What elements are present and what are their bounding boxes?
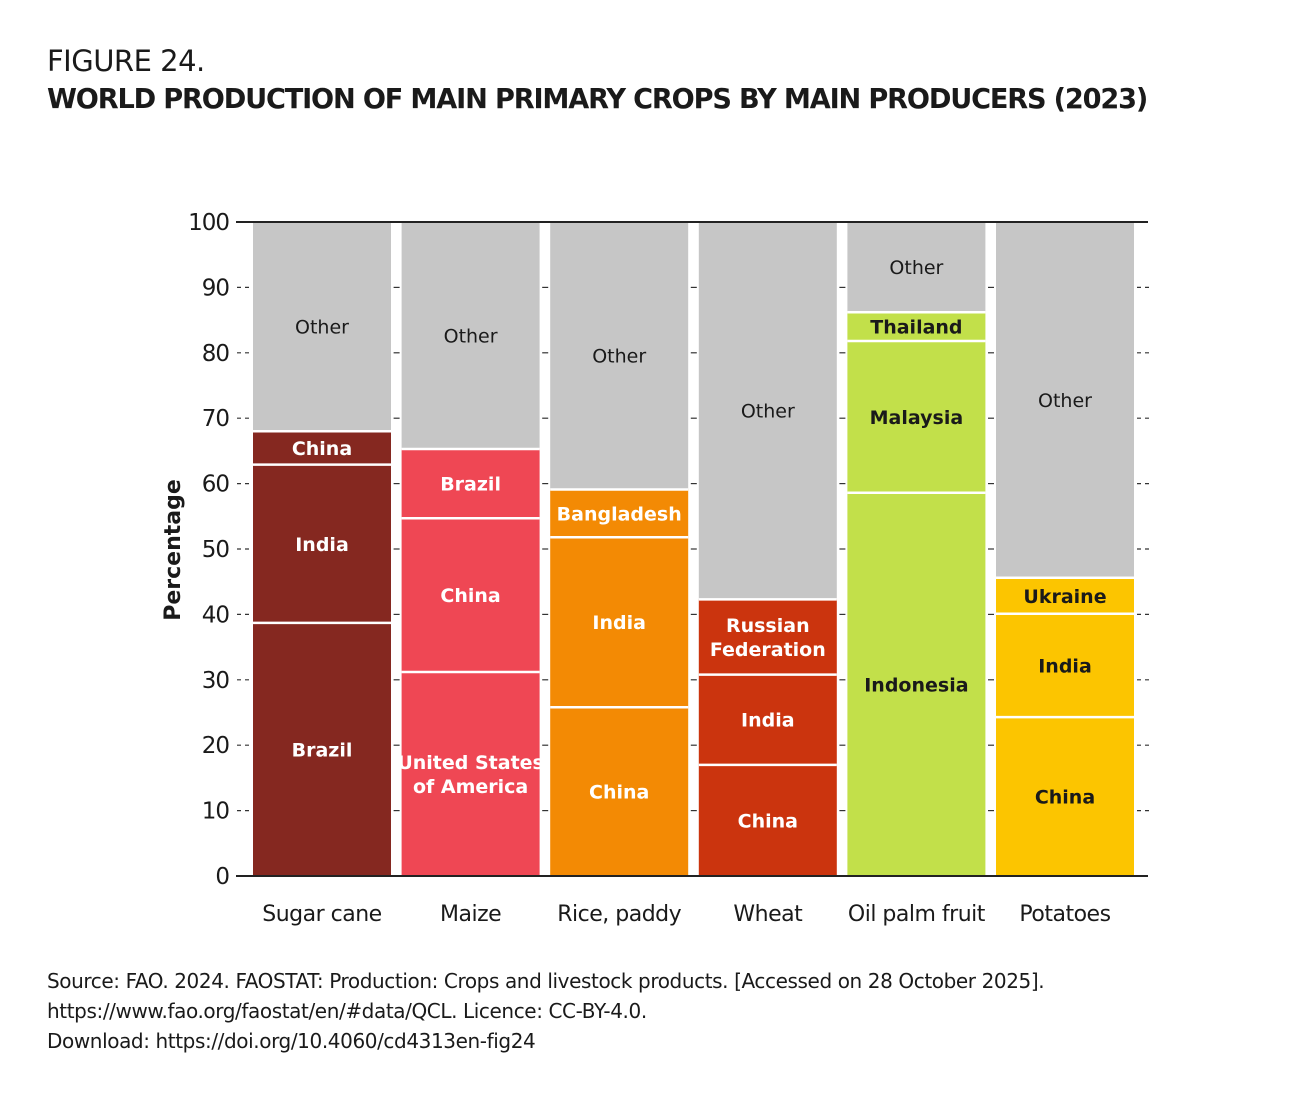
- segment-label: Brazil: [440, 474, 501, 496]
- y-tick-label: 100: [188, 210, 229, 236]
- segment-label: Malaysia: [870, 407, 964, 429]
- bar-segment: [401, 518, 540, 672]
- y-tick-label: 90: [202, 275, 230, 301]
- bar-segment: [698, 674, 837, 765]
- segment-label: Thailand: [870, 317, 962, 339]
- segment-label: Other: [889, 257, 943, 279]
- x-tick-label: Maize: [440, 902, 501, 927]
- segment-label: Other: [741, 401, 795, 423]
- y-tick-label: 60: [202, 472, 230, 498]
- bar-segment: [847, 312, 986, 342]
- bar-segment: [698, 599, 837, 675]
- y-tick-label: 50: [202, 537, 230, 563]
- x-tick-label: Sugar cane: [262, 902, 381, 927]
- bar-segment: [253, 622, 391, 876]
- bar-segment: [550, 489, 689, 538]
- y-tick-label: 80: [202, 341, 230, 367]
- segment-label: India: [741, 710, 795, 732]
- segment-label: China: [738, 810, 798, 832]
- segment-label: Other: [592, 346, 646, 368]
- segment-label: China: [1035, 787, 1095, 809]
- bar-segment: [996, 613, 1134, 718]
- segment-label: Indonesia: [864, 674, 968, 696]
- x-tick-label: Wheat: [733, 902, 803, 927]
- stacked-bar-chart: 0 10 20 30 40 50 60 70 80 90 100 Percentage Brazil In…: [161, 210, 1149, 927]
- segment-label: Federation: [710, 639, 826, 661]
- segment-label: Russian: [726, 615, 810, 637]
- bar-segment: [847, 222, 986, 313]
- x-tick-label: Oil palm fruit: [848, 902, 986, 927]
- bar-segment: [401, 671, 540, 876]
- bar-segment: [550, 537, 689, 708]
- bar-segment: [996, 717, 1134, 876]
- segment-label: Other: [1038, 390, 1092, 412]
- source-line-3[interactable]: Download: https://doi.org/10.4060/cd4313…: [47, 1029, 536, 1053]
- source-line-1: Source: FAO. 2024. FAOSTAT: Production: …: [47, 969, 1045, 993]
- segment-label: India: [295, 534, 349, 556]
- bar-segment: [401, 448, 540, 519]
- segment-label: United States: [397, 752, 544, 774]
- y-tick-label: 20: [202, 733, 230, 759]
- segment-label: China: [440, 585, 500, 607]
- bar-segment: [847, 341, 986, 493]
- segment-label: India: [592, 612, 646, 634]
- y-tick-label: 40: [202, 602, 230, 628]
- segment-label: Ukraine: [1023, 586, 1106, 608]
- source-line-2[interactable]: https://www.fao.org/faostat/en/#data/QCL…: [47, 999, 647, 1023]
- bar-segment: [996, 577, 1134, 614]
- figure-title: WORLD PRODUCTION OF MAIN PRIMARY CROPS B…: [47, 82, 1148, 115]
- segment-label: Other: [444, 325, 498, 347]
- x-tick-label: Potatoes: [1019, 902, 1110, 927]
- figure-label: FIGURE 24.: [47, 44, 205, 78]
- y-tick-label: 0: [215, 864, 229, 890]
- y-tick-label: 30: [202, 668, 230, 694]
- y-tick-label: 10: [202, 799, 230, 825]
- y-axis-label: Percentage: [161, 479, 186, 621]
- segment-label: of America: [413, 776, 528, 798]
- bar-segment: [253, 222, 391, 432]
- bar-segment: [253, 464, 391, 623]
- segment-label: Brazil: [292, 739, 353, 761]
- segment-label: China: [292, 438, 352, 460]
- segment-label: Bangladesh: [557, 503, 682, 525]
- segment-label: China: [589, 782, 649, 804]
- source-note: Source: FAO. 2024. FAOSTAT: Production: …: [47, 966, 1045, 1056]
- bar-segment: [550, 222, 689, 490]
- bar-segment: [996, 222, 1134, 578]
- y-tick-label: 70: [202, 406, 230, 432]
- bar-segment: [698, 222, 837, 600]
- bar-segment: [401, 222, 540, 449]
- bar-segment: [698, 764, 837, 876]
- x-tick-label: Rice, paddy: [557, 902, 681, 927]
- bar-segment: [847, 492, 986, 876]
- segment-label: Other: [295, 317, 349, 339]
- segment-label: India: [1038, 655, 1092, 677]
- bar-segment: [253, 431, 391, 465]
- bar-segment: [550, 707, 689, 876]
